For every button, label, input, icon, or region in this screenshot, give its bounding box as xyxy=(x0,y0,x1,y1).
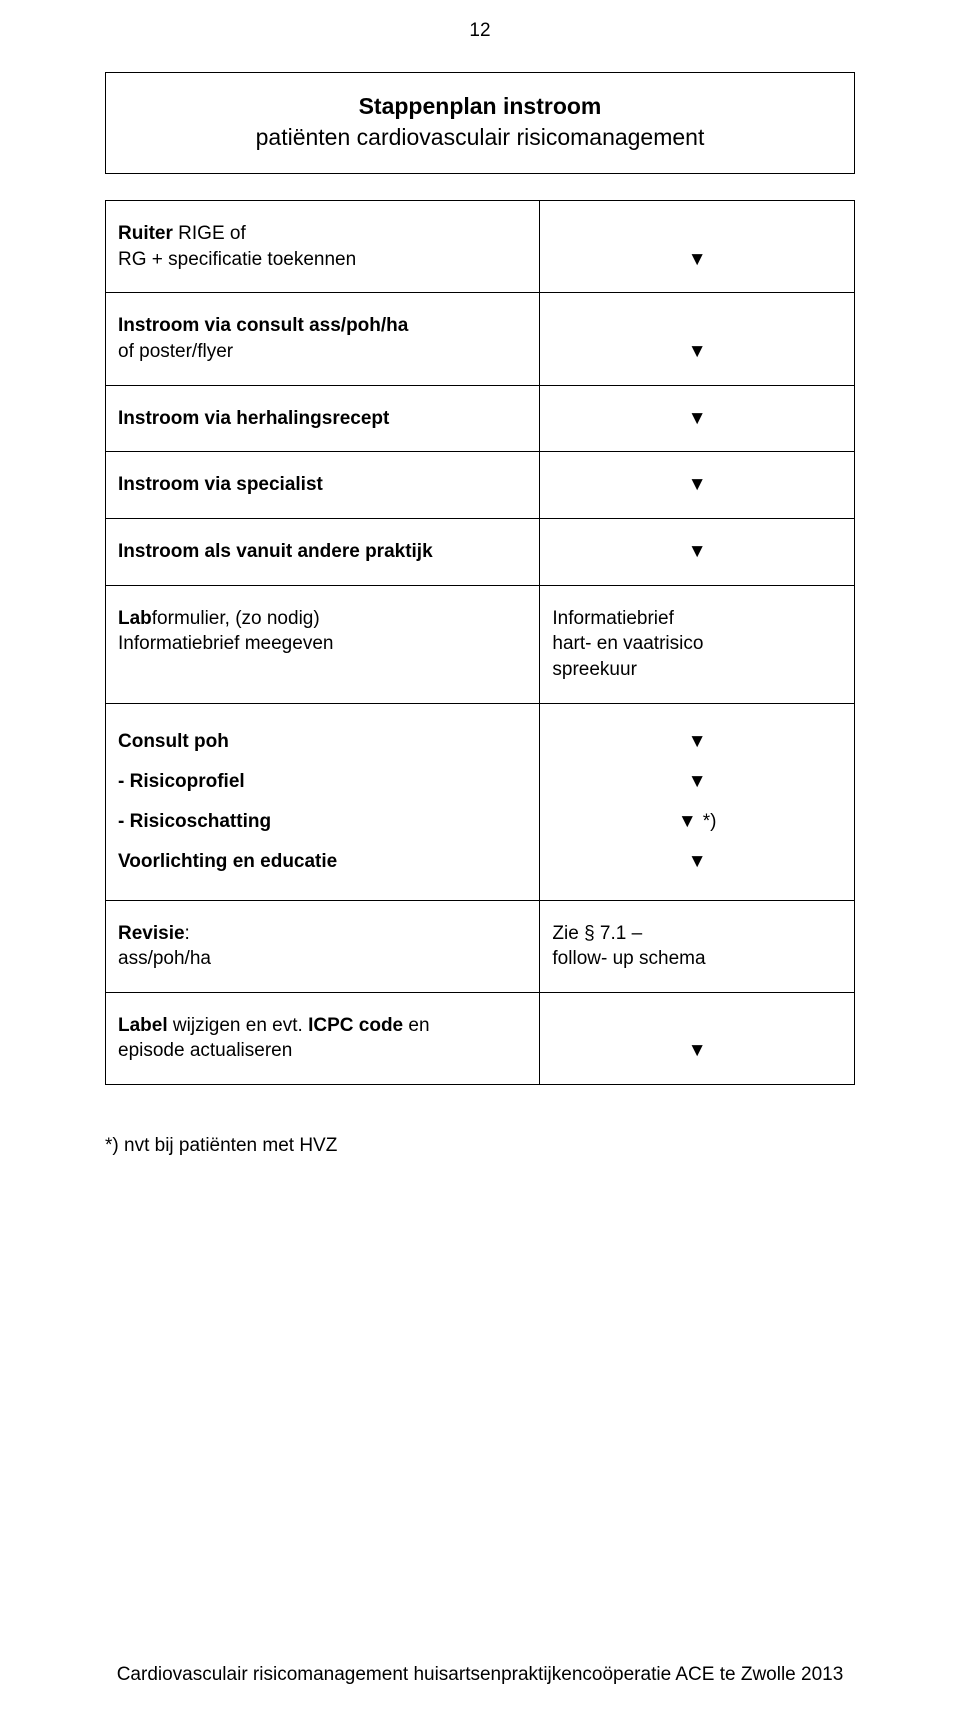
row5-arrow-cell: ▼ xyxy=(540,518,855,585)
table-row: Labformulier, (zo nodig) Informatiebrief… xyxy=(106,585,855,703)
row2-rest: of poster/flyer xyxy=(118,341,233,362)
row2-label-cell: Instroom via consult ass/poh/ha of poste… xyxy=(106,293,540,385)
down-arrow-icon: ▼ xyxy=(678,809,697,835)
table-row: Revisie: ass/poh/ha Zie § 7.1 – follow- … xyxy=(106,900,855,992)
title-line2: patiënten cardiovasculair risicomanageme… xyxy=(118,122,842,153)
row5-label-cell: Instroom als vanuit andere praktijk xyxy=(106,518,540,585)
row8-right-line1: Zie § 7.1 – xyxy=(552,921,842,947)
row8-right-cell: Zie § 7.1 – follow- up schema xyxy=(540,900,855,992)
down-arrow-icon: ▼ xyxy=(688,1040,707,1061)
row9-bold2: ICPC code xyxy=(308,1015,403,1036)
row6-right-cell: Informatiebrief hart- en vaatrisico spre… xyxy=(540,585,855,703)
down-arrow-icon: ▼ xyxy=(688,249,707,270)
title-line1: Stappenplan instroom xyxy=(118,91,842,122)
table-row: Instroom via herhalingsrecept ▼ xyxy=(106,385,855,452)
steps-table: Ruiter RIGE of RG + specificatie toekenn… xyxy=(105,200,855,1085)
down-arrow-icon: ▼ xyxy=(688,851,707,872)
down-arrow-icon: ▼ xyxy=(688,408,707,429)
row9-bold: Label xyxy=(118,1015,168,1036)
table-row: Instroom via consult ass/poh/ha of poste… xyxy=(106,293,855,385)
down-arrow-icon: ▼ xyxy=(688,341,707,362)
down-arrow-icon: ▼ xyxy=(688,771,707,792)
row7-label-cell: Consult poh - Risicoprofiel - Risicoscha… xyxy=(106,703,540,900)
row3-label-cell: Instroom via herhalingsrecept xyxy=(106,385,540,452)
down-arrow-icon: ▼ xyxy=(688,474,707,495)
table-row: Consult poh - Risicoprofiel - Risicoscha… xyxy=(106,703,855,900)
table-row: Instroom via specialist ▼ xyxy=(106,452,855,519)
table-row: Instroom als vanuit andere praktijk ▼ xyxy=(106,518,855,585)
table-row: Ruiter RIGE of RG + specificatie toekenn… xyxy=(106,201,855,293)
row6-right-line3: spreekuur xyxy=(552,657,842,683)
row7-line3: - Risicoschatting xyxy=(118,809,527,835)
footnote: *) nvt bij patiënten met HVZ xyxy=(105,1135,855,1157)
row6-label-cell: Labformulier, (zo nodig) Informatiebrief… xyxy=(106,585,540,703)
row1-bold: Ruiter xyxy=(118,223,173,244)
row6-bold: Lab xyxy=(118,608,152,629)
row2-bold: Instroom via consult ass/poh/ha xyxy=(118,315,408,336)
row6-right-line2: hart- en vaatrisico xyxy=(552,631,842,657)
row8-label-cell: Revisie: ass/poh/ha xyxy=(106,900,540,992)
row3-arrow-cell: ▼ xyxy=(540,385,855,452)
row7-line2: - Risicoprofiel xyxy=(118,769,527,795)
row4-bold: Instroom via specialist xyxy=(118,474,323,495)
row8-bold: Revisie xyxy=(118,923,185,944)
row6-rest1: formulier, (zo nodig) xyxy=(152,608,320,629)
row9-arrow-cell: ▼ xyxy=(540,992,855,1084)
row3-bold: Instroom via herhalingsrecept xyxy=(118,408,389,429)
row8-right-line2: follow- up schema xyxy=(552,946,842,972)
row4-arrow-cell: ▼ xyxy=(540,452,855,519)
row7-line4: Voorlichting en educatie xyxy=(118,849,527,875)
row6-right-line1: Informatiebrief xyxy=(552,606,842,632)
footer: Cardiovasculair risicomanagement huisart… xyxy=(0,1664,960,1686)
table-row: Label wijzigen en evt. ICPC code en epis… xyxy=(106,992,855,1084)
row9-label-cell: Label wijzigen en evt. ICPC code en epis… xyxy=(106,992,540,1084)
star-suffix: *) xyxy=(703,809,717,835)
row2-arrow-cell: ▼ xyxy=(540,293,855,385)
row1-label-cell: Ruiter RIGE of RG + specificatie toekenn… xyxy=(106,201,540,293)
title-box: Stappenplan instroom patiënten cardiovas… xyxy=(105,72,855,174)
row6-rest2: Informatiebrief meegeven xyxy=(118,631,527,657)
row1-arrow-cell: ▼ xyxy=(540,201,855,293)
content: Stappenplan instroom patiënten cardiovas… xyxy=(0,72,960,1157)
row5-bold: Instroom als vanuit andere praktijk xyxy=(118,541,433,562)
row9-rest1: wijzigen en evt. xyxy=(168,1015,308,1036)
page-number: 12 xyxy=(0,0,960,72)
row7-line1: Consult poh xyxy=(118,729,527,755)
down-arrow-icon: ▼ xyxy=(688,731,707,752)
row7-arrow-cell: ▼ ▼ ▼ *) ▼ xyxy=(540,703,855,900)
row4-label-cell: Instroom via specialist xyxy=(106,452,540,519)
down-arrow-icon: ▼ xyxy=(688,541,707,562)
